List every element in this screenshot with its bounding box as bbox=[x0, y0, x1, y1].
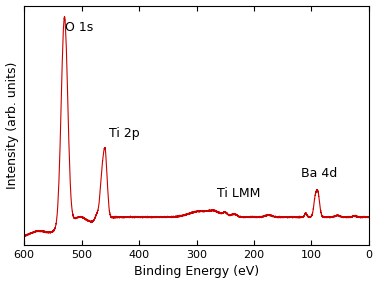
X-axis label: Binding Energy (eV): Binding Energy (eV) bbox=[134, 266, 259, 278]
Y-axis label: Intensity (arb. units): Intensity (arb. units) bbox=[6, 62, 19, 189]
Text: O 1s: O 1s bbox=[65, 21, 94, 34]
Text: Ti LMM: Ti LMM bbox=[217, 187, 260, 200]
Text: Ba 4d: Ba 4d bbox=[301, 167, 338, 180]
Text: Ti 2p: Ti 2p bbox=[109, 127, 140, 140]
